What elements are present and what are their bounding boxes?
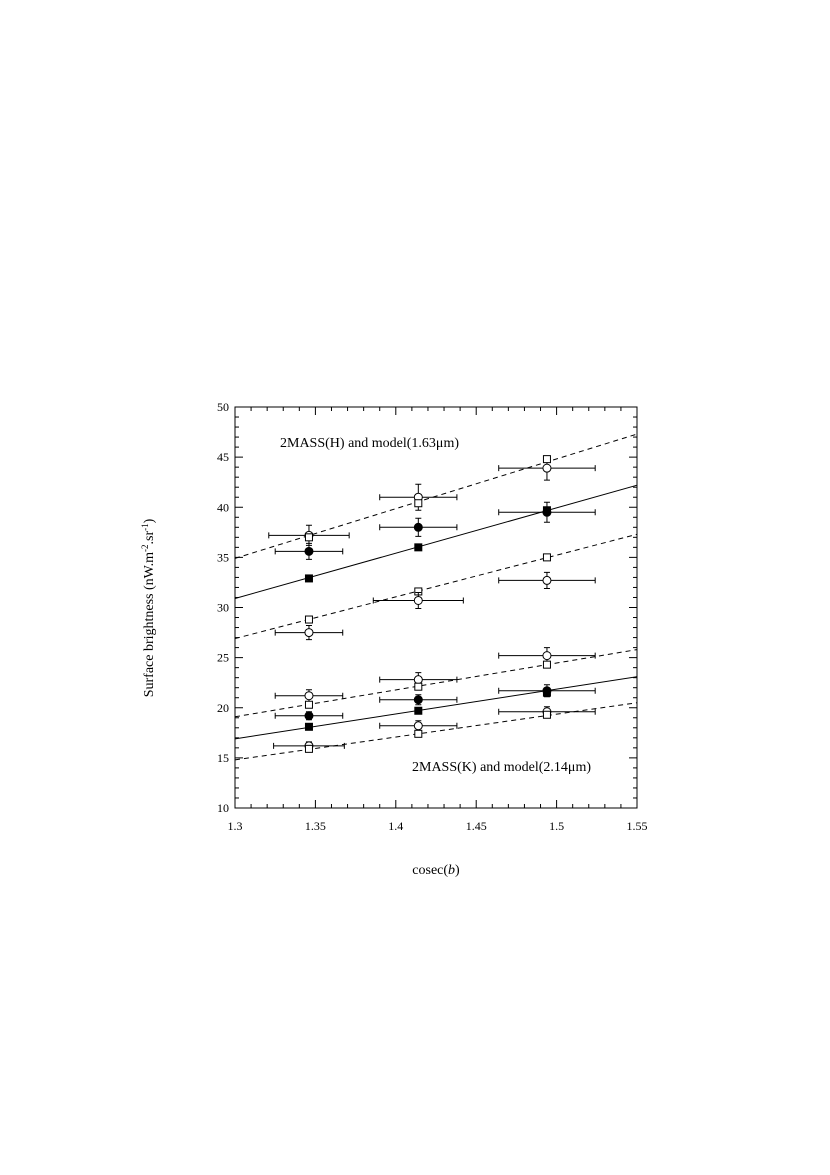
point <box>304 533 313 542</box>
point <box>542 506 551 515</box>
fit-line <box>234 484 638 599</box>
fit-line <box>234 533 638 640</box>
point <box>304 615 313 624</box>
x-tick-label: 1.55 <box>627 819 648 833</box>
y-tick-label: 25 <box>217 651 229 665</box>
point <box>304 744 313 753</box>
x-label-part: cosec( <box>412 863 448 878</box>
y-tick-label: 15 <box>217 751 229 765</box>
point <box>414 499 423 508</box>
point <box>414 682 423 691</box>
point <box>304 628 314 638</box>
point <box>413 522 423 532</box>
point <box>414 543 423 552</box>
point <box>542 688 551 697</box>
x-axis-label: cosec(b) <box>412 863 460 878</box>
x-tick-label: 1.5 <box>549 819 564 833</box>
y-label-part: -1 <box>140 523 150 531</box>
point <box>304 691 314 701</box>
x-label-part: ) <box>455 863 460 878</box>
point <box>413 675 423 685</box>
y-tick-label: 35 <box>217 550 229 564</box>
y-tick-label: 45 <box>217 450 229 464</box>
y-axis-label: Surface brightness (nW.m-2.sr-1) <box>140 518 157 697</box>
x-tick-label: 1.45 <box>466 819 487 833</box>
y-tick-label: 30 <box>217 601 229 615</box>
annotation: 2MASS(H) and model(1.63μm) <box>280 436 459 451</box>
point <box>413 595 423 605</box>
point <box>304 546 314 556</box>
fit-line <box>234 433 638 559</box>
y-label-part: ) <box>142 518 157 523</box>
point <box>414 706 423 715</box>
y-label-part: .sr <box>142 531 157 545</box>
point <box>413 695 423 705</box>
point <box>542 710 551 719</box>
point <box>542 651 552 661</box>
x-label-part: b <box>448 863 455 878</box>
point <box>304 574 313 583</box>
y-tick-label: 50 <box>217 400 229 414</box>
point <box>413 721 423 731</box>
x-tick-label: 1.3 <box>228 819 243 833</box>
fit-line <box>234 702 638 761</box>
y-tick-label: 10 <box>217 801 229 815</box>
plot-frame <box>234 406 638 809</box>
fit-line <box>234 676 638 740</box>
point <box>542 660 551 669</box>
y-tick-label: 40 <box>217 500 229 514</box>
point <box>304 700 313 709</box>
point <box>542 553 551 562</box>
x-tick-label: 1.4 <box>388 819 403 833</box>
fit-line <box>234 649 638 718</box>
x-tick-label: 1.35 <box>305 819 326 833</box>
point <box>414 729 423 738</box>
annotation: 2MASS(K) and model(2.14μm) <box>412 760 591 775</box>
y-tick-label: 20 <box>217 701 229 715</box>
y-label-part: -2 <box>140 545 150 553</box>
point <box>542 463 552 473</box>
y-label-part: Surface brightness (nW.m <box>142 552 157 697</box>
point <box>304 722 313 731</box>
point <box>542 455 551 464</box>
point <box>304 711 314 721</box>
point <box>542 575 552 585</box>
